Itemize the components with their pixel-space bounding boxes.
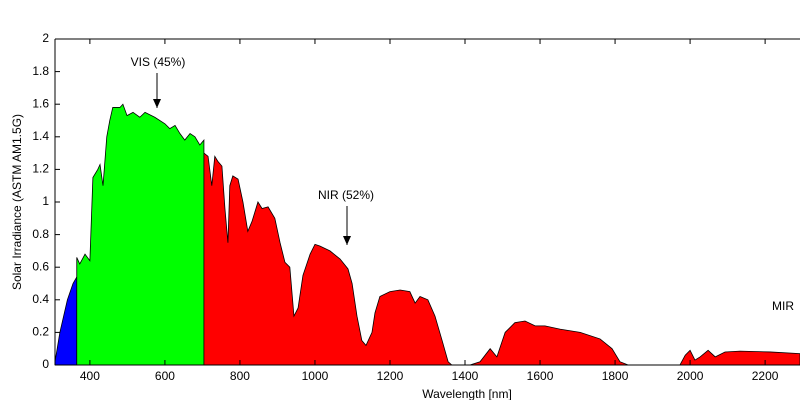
- annotation-arrowhead: [343, 236, 351, 245]
- y-tick-label: 1: [42, 194, 49, 208]
- y-tick-label: 1.8: [32, 64, 49, 78]
- area: [54, 275, 78, 366]
- area: [203, 152, 800, 366]
- y-tick-label: 0: [42, 357, 49, 371]
- x-tick-label: 1800: [602, 369, 629, 383]
- y-tick-label: 0.4: [32, 292, 49, 306]
- y-tick-label: 0.8: [32, 227, 49, 241]
- annotation-arrowhead: [153, 99, 161, 108]
- annotation: VIS (45%): [131, 55, 186, 69]
- y-tick-label: 0.2: [32, 325, 49, 339]
- x-tick-label: 1200: [377, 369, 404, 383]
- x-tick-label: 1400: [452, 369, 479, 383]
- x-tick-label: 2200: [752, 369, 779, 383]
- y-tick-label: 2: [42, 31, 49, 45]
- annotation: MIR: [772, 299, 794, 313]
- x-tick-label: 1600: [527, 369, 554, 383]
- y-tick-label: 1.4: [32, 129, 49, 143]
- y-tick-label: 1.2: [32, 162, 49, 176]
- y-tick-label: 1.6: [32, 96, 49, 110]
- area: [76, 103, 205, 366]
- y-axis-label: Solar Irradiance (ASTM AM1.5G): [10, 114, 24, 290]
- x-tick-label: 400: [80, 369, 100, 383]
- x-tick-label: 600: [155, 369, 175, 383]
- x-tick-label: 800: [230, 369, 250, 383]
- x-axis-label: Wavelength [nm]: [422, 387, 512, 400]
- x-tick-label: 2000: [677, 369, 704, 383]
- y-tick-label: 0.6: [32, 259, 49, 273]
- annotation: NIR (52%): [318, 188, 374, 202]
- x-tick-label: 1000: [302, 369, 329, 383]
